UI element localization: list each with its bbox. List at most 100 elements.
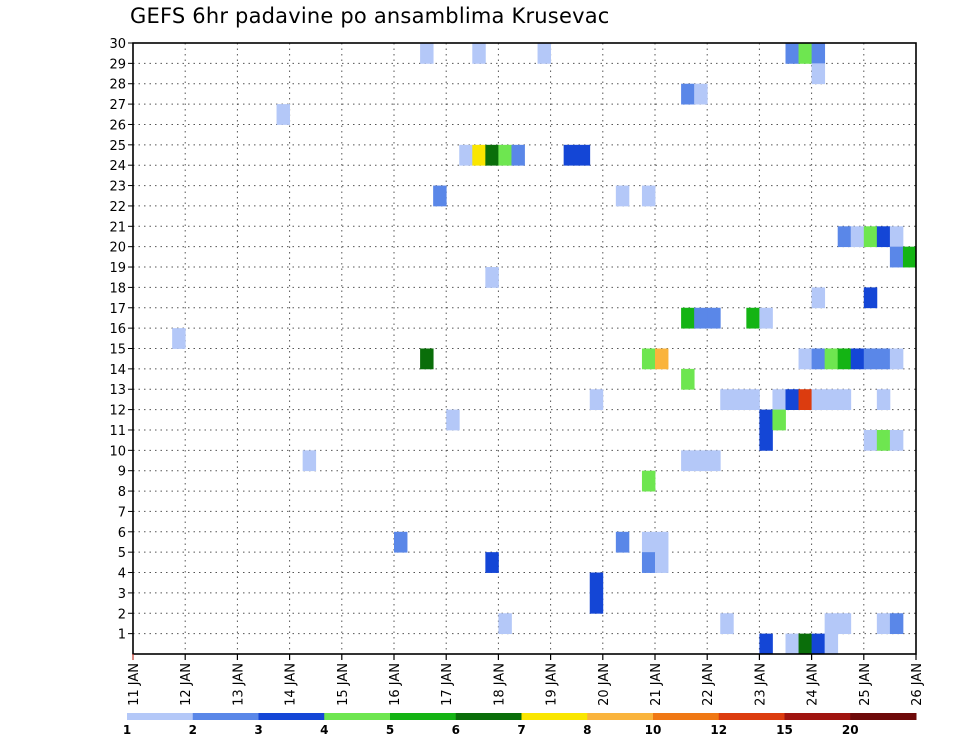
y-tick-label: 3 [118, 587, 126, 602]
heatmap-cell [772, 389, 786, 410]
heatmap-cell [824, 613, 839, 635]
x-tick-label: 20 JAN [597, 663, 612, 706]
colorbar-label: 15 [776, 723, 793, 737]
heatmap-cell [472, 144, 486, 166]
heatmap-cell [811, 63, 826, 85]
y-tick-label: 7 [118, 505, 126, 520]
heatmap-cell [302, 450, 317, 472]
heatmap-cell [655, 348, 669, 370]
heatmap-cell [733, 389, 747, 410]
y-tick-label: 2 [118, 607, 126, 622]
y-tick-label: 12 [109, 404, 126, 419]
heatmap-cell [641, 470, 656, 492]
heatmap-cell [798, 348, 812, 370]
heatmap-cell [811, 348, 826, 370]
heatmap-cell [785, 633, 799, 655]
heatmap-cell [798, 389, 812, 410]
colorbar-segment [521, 713, 588, 720]
heatmap-cell [785, 389, 799, 410]
colorbar-segment [192, 713, 259, 720]
heatmap-cell [472, 43, 486, 64]
heatmap-cell [394, 531, 408, 553]
x-tick-label: 15 JAN [336, 663, 351, 706]
heatmap-cell [641, 348, 656, 370]
heatmap-cell [811, 287, 826, 309]
y-tick-label: 22 [109, 200, 126, 215]
heatmap-cell [707, 307, 721, 329]
heatmap-cell [433, 185, 447, 207]
y-tick-label: 18 [109, 281, 126, 296]
heatmap-cell [446, 409, 460, 431]
y-tick-label: 1 [118, 628, 126, 643]
x-tick-label: 19 JAN [545, 663, 560, 706]
heatmap-cell [746, 307, 760, 329]
heatmap-cell [772, 409, 786, 431]
heatmap-cell [889, 348, 904, 370]
x-tick-label: 14 JAN [284, 663, 299, 706]
colorbar-segment [653, 713, 720, 720]
heatmap-cell [485, 552, 499, 573]
heatmap-cell [889, 246, 904, 268]
heatmap-cell [655, 552, 669, 573]
heatmap-cell [720, 613, 734, 635]
x-tick-label: 22 JAN [701, 663, 716, 706]
heatmap-cell [759, 633, 773, 655]
colorbar-label: 7 [517, 723, 525, 737]
x-tick-label: 17 JAN [440, 663, 455, 706]
colorbar-segment [718, 713, 785, 720]
y-tick-label: 6 [118, 526, 126, 541]
heatmap-cell [863, 287, 878, 309]
x-tick-label: 11 JAN [127, 663, 142, 706]
heatmap-cell [837, 613, 852, 635]
x-tick-label: 13 JAN [231, 663, 246, 706]
colorbar-segment [587, 713, 654, 720]
y-tick-label: 4 [118, 567, 126, 582]
heatmap-cell [420, 348, 434, 370]
heatmap-cell [811, 633, 826, 655]
heatmap-cell [707, 450, 721, 472]
heatmap-cell [694, 450, 708, 472]
heatmap-cell [589, 572, 604, 594]
heatmap-cell [694, 307, 708, 329]
heatmap-cell [485, 144, 499, 166]
heatmap-cell [172, 328, 186, 349]
colorbar-segment [324, 713, 391, 720]
heatmap-cell [459, 144, 473, 166]
heatmap-cell [681, 368, 695, 390]
y-tick-label: 10 [109, 444, 126, 459]
y-tick-label: 8 [118, 485, 126, 500]
colorbar-segment [127, 713, 194, 720]
heatmap-cell [720, 389, 734, 410]
y-tick-label: 27 [109, 98, 126, 113]
heatmap-cell [589, 389, 604, 410]
heatmap-cell [420, 43, 434, 64]
y-tick-label: 19 [109, 261, 126, 276]
heatmap-cell [537, 43, 551, 64]
colorbar-label: 12 [710, 723, 727, 737]
heatmap-cell [863, 429, 878, 451]
y-tick-label: 30 [109, 37, 126, 52]
heatmap-cell [511, 144, 525, 166]
heatmap-cell [759, 307, 773, 329]
heatmap-cell [576, 144, 591, 166]
colorbar-label: 5 [386, 723, 394, 737]
heatmap-cell [876, 429, 891, 451]
y-tick-label: 9 [118, 465, 126, 480]
heatmap-cell [615, 531, 630, 553]
heatmap-cell [563, 144, 578, 166]
heatmap-cell [615, 185, 630, 207]
heatmap-cell [641, 185, 656, 207]
colorbar-label: 8 [583, 723, 591, 737]
colorbar-label: 3 [254, 723, 262, 737]
colorbar-segment [850, 713, 917, 720]
heatmap-cell [889, 613, 904, 635]
heatmap-cell [876, 389, 891, 410]
y-tick-label: 20 [109, 241, 126, 256]
heatmap-cell [641, 552, 656, 573]
colorbar-label: 2 [189, 723, 197, 737]
heatmap-cell [655, 531, 669, 553]
heatmap-cell [902, 246, 917, 268]
heatmap-cell [824, 633, 839, 655]
heatmap-cell [759, 429, 773, 451]
x-tick-label: 25 JAN [858, 663, 873, 706]
